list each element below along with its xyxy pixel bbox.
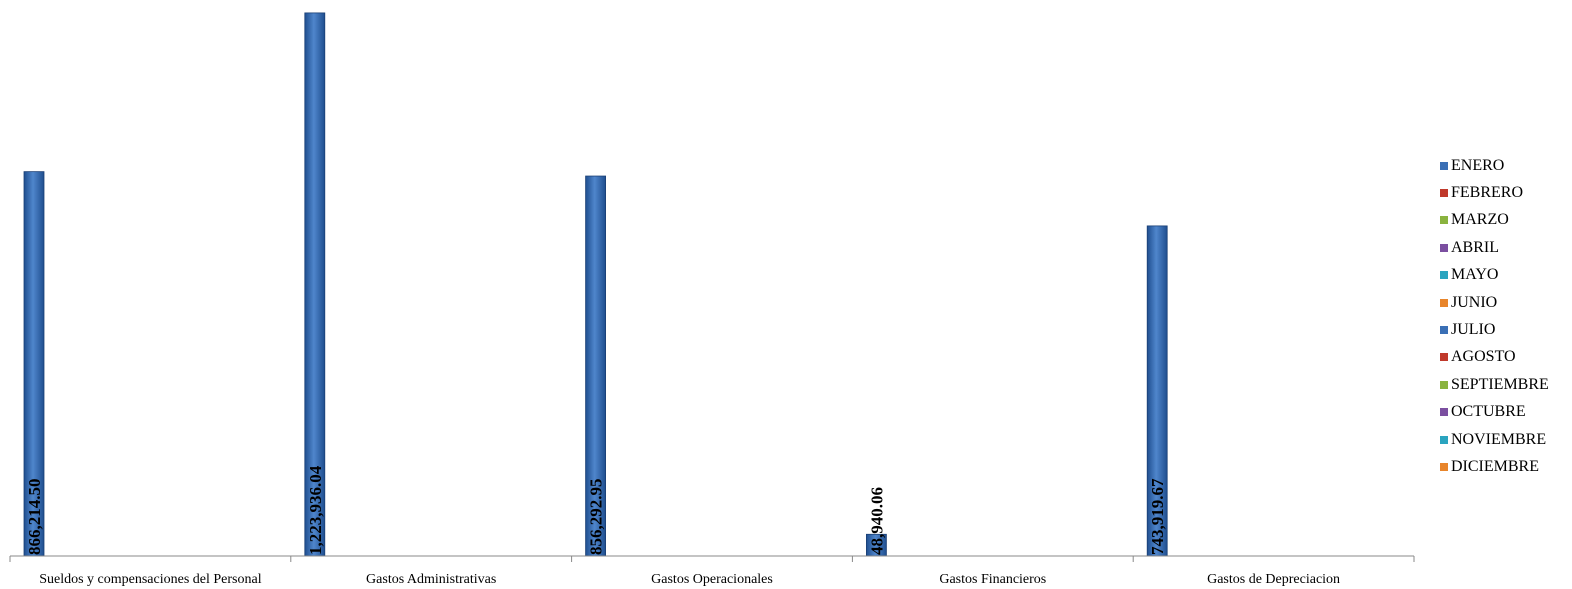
legend-swatch-icon [1440,408,1448,417]
legend-label: DICIEMBRE [1451,457,1539,475]
legend-swatch-icon [1440,271,1448,280]
legend-item: JUNIO [1440,289,1549,316]
legend-swatch-icon [1440,353,1448,362]
x-tick-label: Gastos Operacionales [651,572,773,587]
legend-label: JULIO [1451,321,1496,339]
legend-label: FEBRERO [1451,184,1524,202]
legend-swatch-icon [1440,298,1448,307]
data-label: 1,223,936.04 [306,465,325,555]
x-tick-label: Gastos Financieros [939,572,1046,587]
legend-item: JULIO [1440,316,1549,343]
legend-item: ABRIL [1440,234,1549,261]
legend-label: AGOSTO [1451,348,1516,366]
data-label: 48,940.06 [867,487,886,555]
legend-swatch-icon [1440,380,1448,389]
legend-label: NOVIEMBRE [1451,430,1547,448]
legend-label: JUNIO [1451,293,1498,311]
data-label: 856,292.95 [587,479,606,556]
legend-item: FEBRERO [1440,179,1549,206]
legend-label: OCTUBRE [1451,403,1526,421]
legend-swatch-icon [1440,161,1448,170]
data-label: 866,214.50 [25,479,44,556]
legend-item: SEPTIEMBRE [1440,371,1549,398]
legend-label: ENERO [1451,156,1505,174]
legend-item: MARZO [1440,207,1549,234]
legend-item: MAYO [1440,262,1549,289]
legend-item: NOVIEMBRE [1440,426,1549,453]
legend-item: ENERO [1440,152,1549,179]
legend-label: MARZO [1451,211,1509,229]
legend-label: MAYO [1451,266,1499,284]
chart-legend: ENERO FEBRERO MARZO ABRIL MAYO JUNIO JULIO AGOS… [1440,152,1549,481]
legend-item: DICIEMBRE [1440,453,1549,480]
x-tick-label: Gastos Administrativas [366,572,496,587]
legend-swatch-icon [1440,189,1448,198]
legend-item: AGOSTO [1440,344,1549,371]
legend-swatch-icon [1440,435,1448,444]
legend-label: SEPTIEMBRE [1451,375,1549,393]
legend-swatch-icon [1440,216,1448,225]
x-tick-label: Gastos de Depreciacion [1207,572,1340,587]
x-tick-label: Sueldos y compensaciones del Personal [39,572,262,587]
legend-swatch-icon [1440,243,1448,252]
legend-item: OCTUBRE [1440,399,1549,426]
legend-swatch-icon [1440,326,1448,335]
legend-swatch-icon [1440,462,1448,471]
data-label: 743,919.67 [1148,478,1167,555]
legend-label: ABRIL [1451,238,1499,256]
